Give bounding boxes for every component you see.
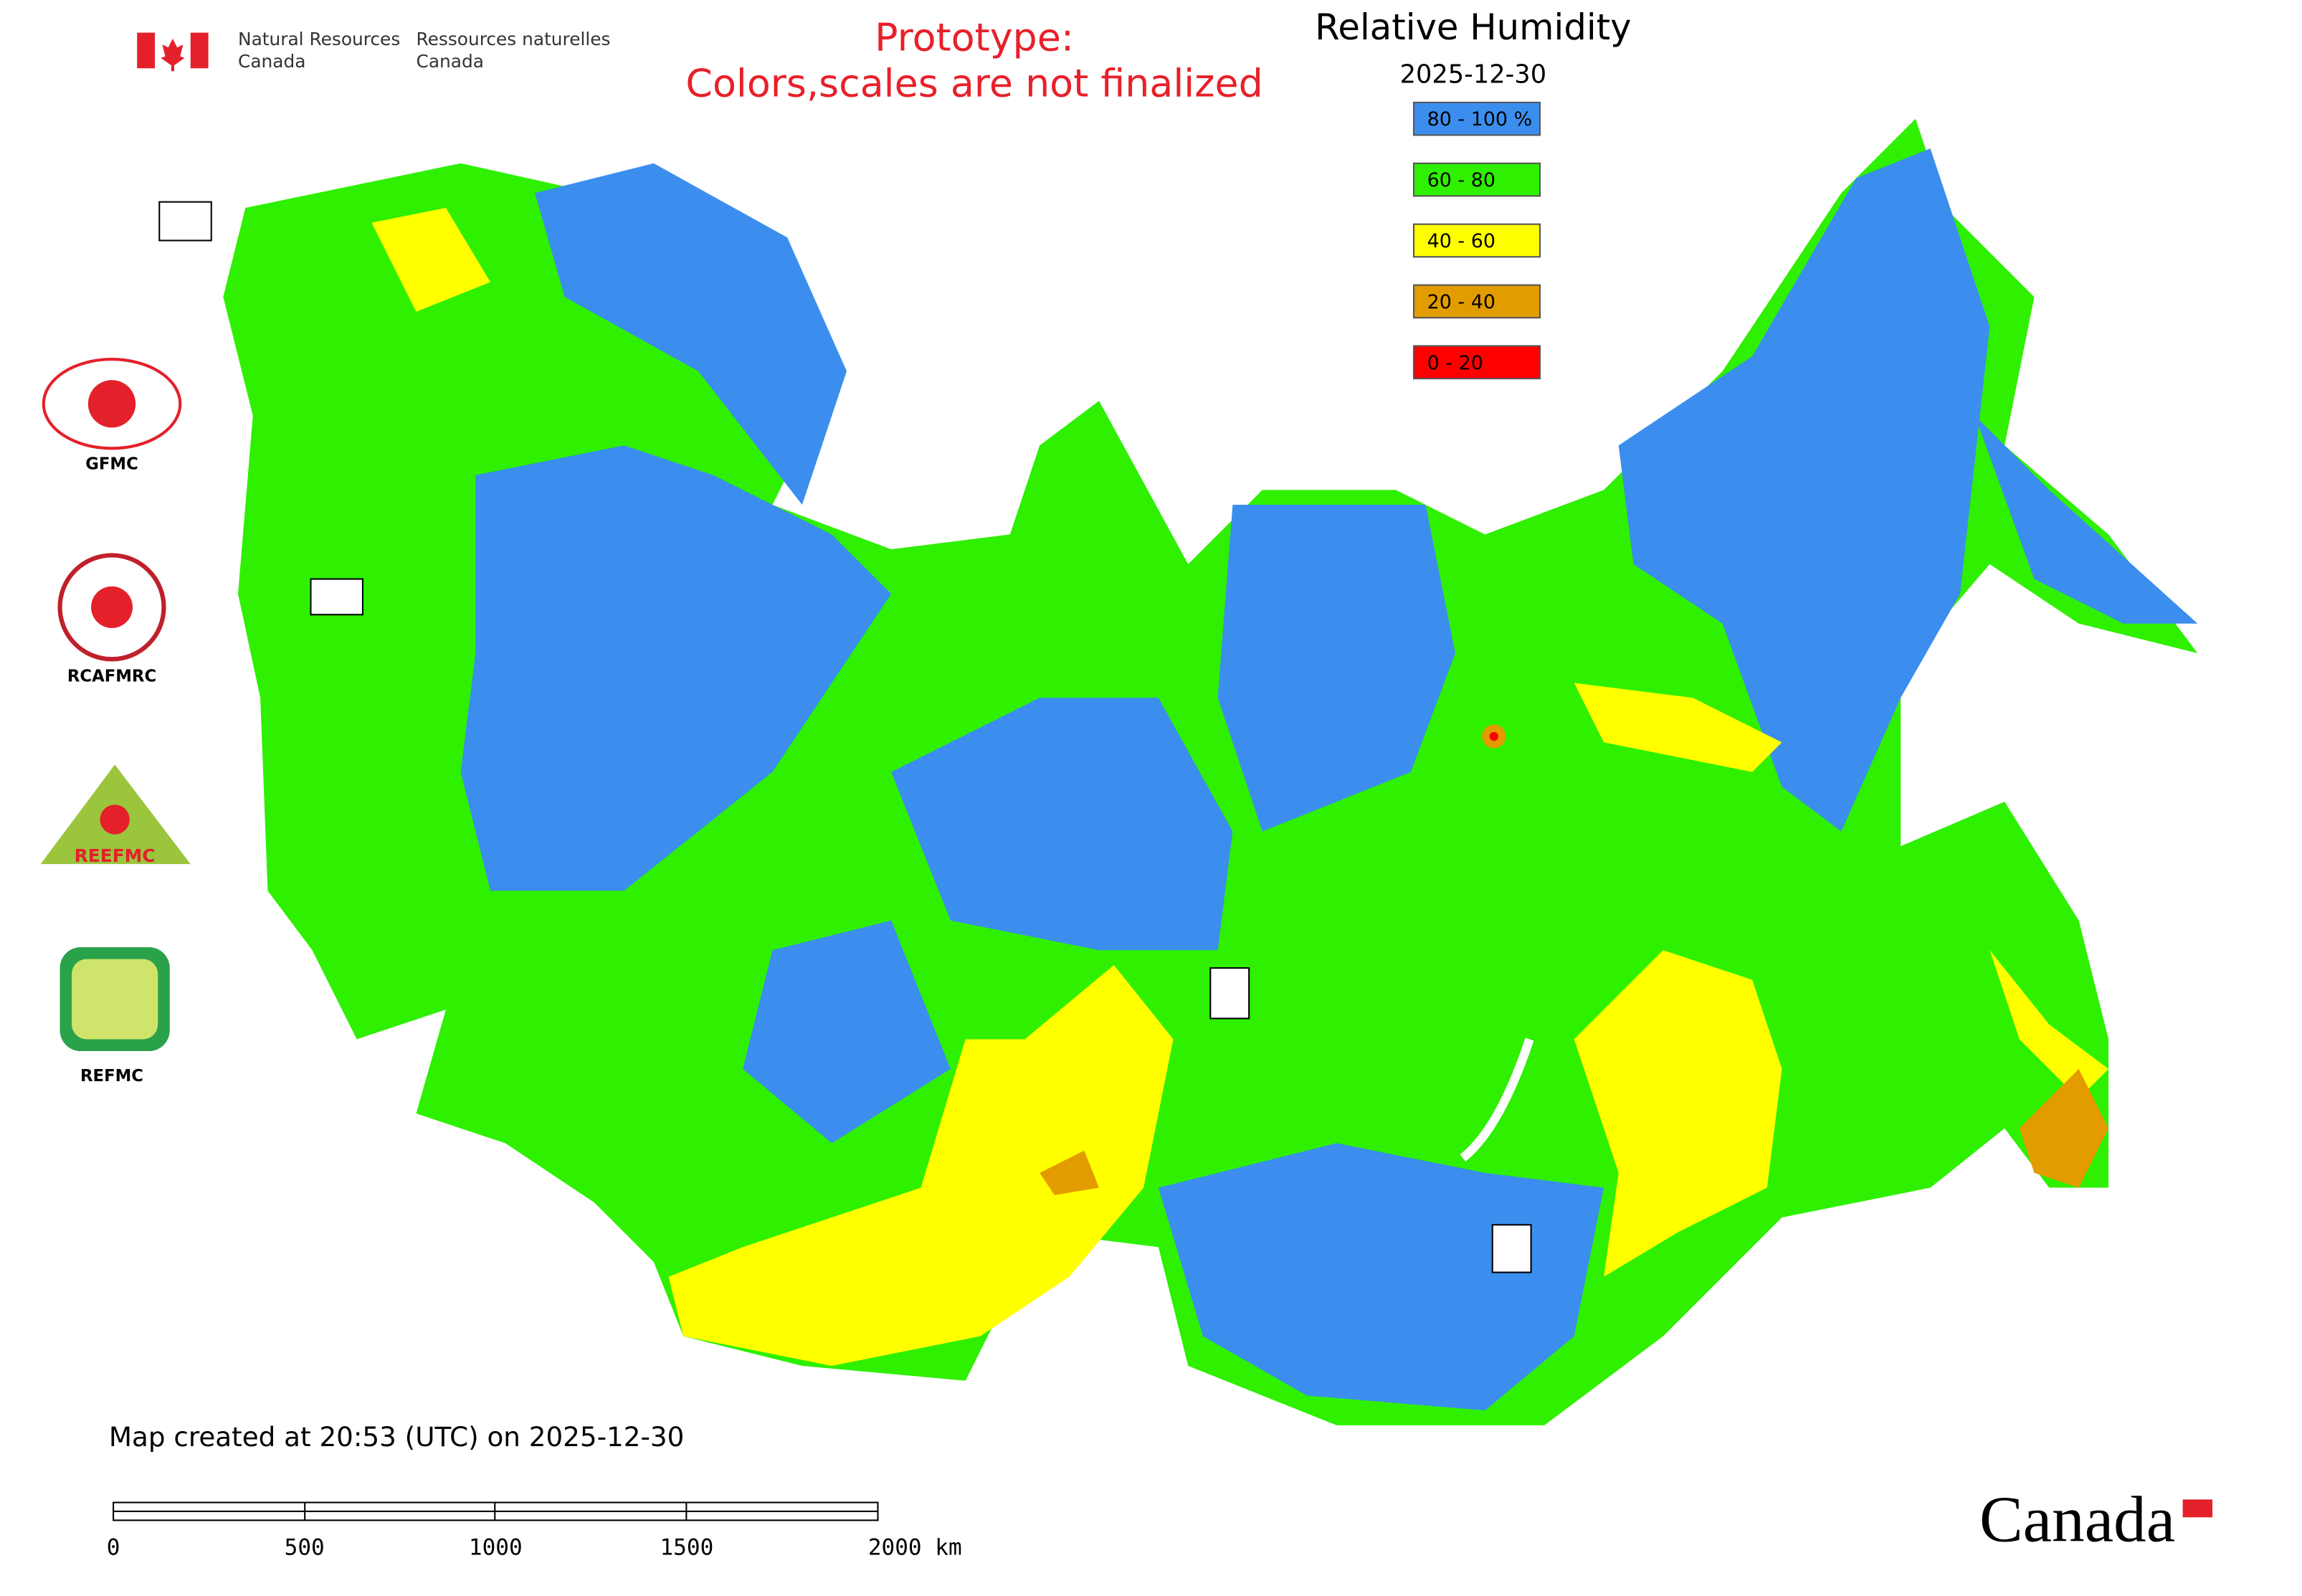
- scale-label: 2000 km: [868, 1535, 962, 1561]
- scale-labels: 0 500 1000 1500 2000 km: [107, 1535, 962, 1561]
- legend-title: Relative Humidity: [1315, 6, 1631, 48]
- scale-bar: [113, 1501, 879, 1521]
- humidity-zone: [891, 698, 1233, 951]
- wordmark-flag: [2182, 1499, 2213, 1518]
- logo-label: REFMC: [80, 1067, 143, 1086]
- agency-en: Natural Resources: [238, 29, 400, 49]
- center-marker: [1209, 967, 1250, 1020]
- legend-label: 80 - 100 %: [1427, 108, 1533, 130]
- humidity-zone: [743, 920, 951, 1144]
- scale-label: 1000: [469, 1535, 523, 1561]
- humidity-zone: [1974, 415, 2198, 624]
- logos: GFMC RCAFMRC REEFMC REFMC: [40, 358, 191, 1086]
- legend-swatch: [1412, 162, 1541, 197]
- humidity-zone: [1574, 683, 1782, 772]
- humidity-zone: [1618, 148, 1990, 832]
- humidity-zone: [1489, 731, 1499, 741]
- agency-fr: Ressources naturelles: [417, 29, 611, 49]
- nrcan-signature: Natural Resources Canada Ressources natu…: [137, 29, 611, 72]
- logo-text: REEFMC: [75, 845, 156, 866]
- legend-swatch: [1412, 101, 1541, 136]
- humidity-zone: [460, 445, 892, 891]
- scale-label: 1500: [660, 1535, 713, 1561]
- humidity-zone: [1158, 1143, 1604, 1411]
- legend-swatch: [1412, 345, 1541, 380]
- legend: 80 - 100 % 60 - 80 40 - 60 20 - 40 0 - 20: [1412, 101, 1541, 380]
- humidity-zone: [1217, 505, 1455, 832]
- legend-label: 40 - 60: [1427, 230, 1495, 252]
- scale-label: 500: [285, 1535, 325, 1561]
- humidity-zone: [2019, 1068, 2109, 1188]
- agency-en: Canada: [238, 51, 305, 72]
- notice: Prototype:: [875, 15, 1074, 60]
- humidity-zone: [1989, 950, 2109, 1099]
- logo-label: GFMC: [85, 455, 138, 474]
- legend-date: 2025-12-30: [1400, 60, 1547, 90]
- creation-note: Map created at 20:53 (UTC) on 2025-12-30: [109, 1421, 684, 1453]
- legend-swatch: [1412, 284, 1541, 319]
- agency-fr: Canada: [417, 51, 484, 72]
- center-marker: [1491, 1224, 1532, 1273]
- humidity-zone: [668, 964, 1174, 1367]
- humidity-zone: [1574, 950, 1782, 1277]
- legend-label: 20 - 40: [1427, 291, 1495, 313]
- center-marker: [310, 578, 363, 616]
- humidity-zone: [535, 163, 847, 505]
- map: [223, 118, 2198, 1425]
- legend-label: 60 - 80: [1427, 169, 1495, 191]
- canada-wordmark: Canada: [1979, 1483, 2175, 1556]
- logo-label: RCAFMRC: [67, 668, 156, 686]
- legend-label: 0 - 20: [1427, 352, 1483, 374]
- scale-label: 0: [107, 1535, 120, 1561]
- humidity-zone: [371, 207, 491, 312]
- center-marker: [158, 201, 212, 242]
- humidity-zone: [1040, 1150, 1100, 1195]
- notice: Colors,scales are not finalized: [685, 61, 1262, 106]
- legend-swatch: [1412, 223, 1541, 258]
